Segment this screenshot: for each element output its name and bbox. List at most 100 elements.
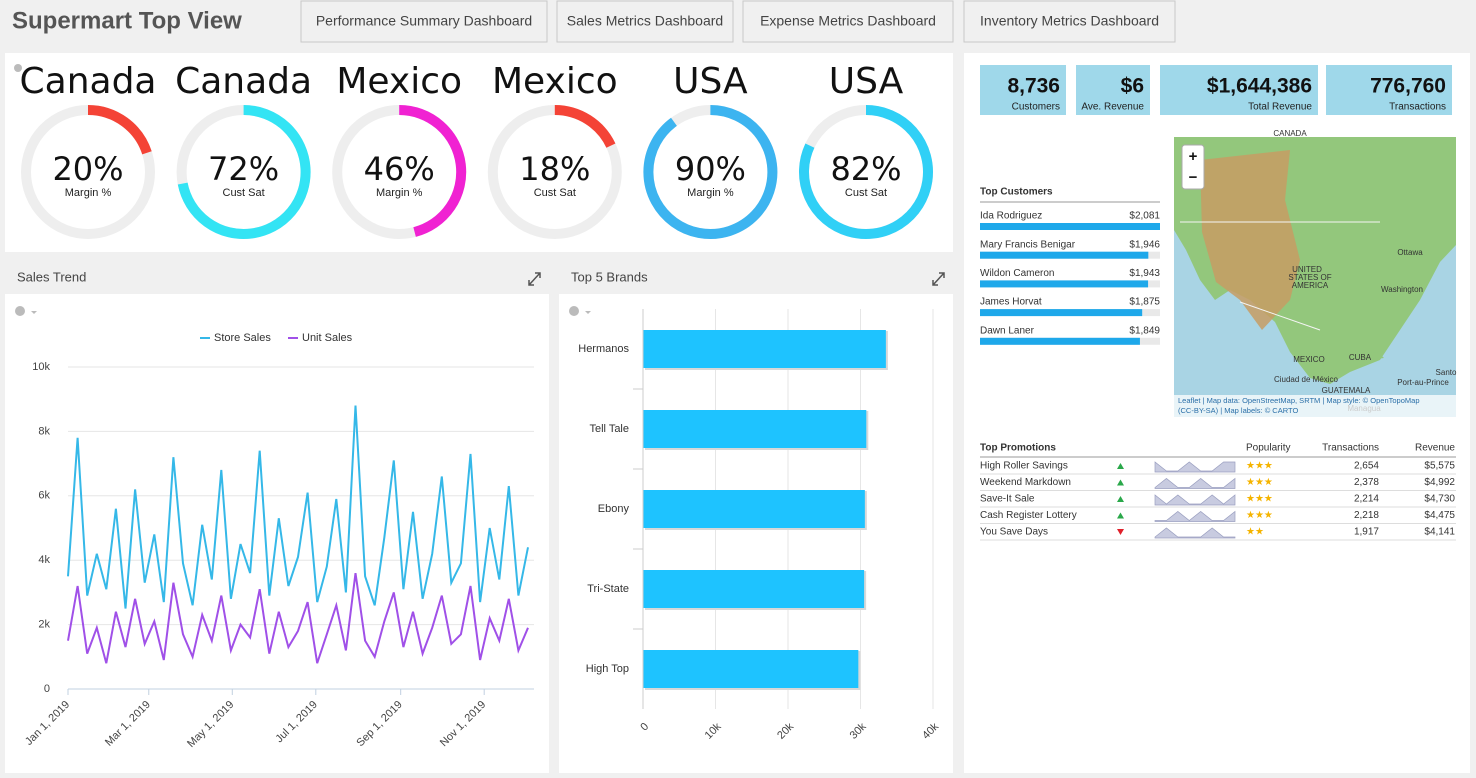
gauge-caption: Margin % xyxy=(376,187,423,199)
bar xyxy=(980,223,1160,230)
map-label: MEXICO xyxy=(1293,355,1325,364)
nav-tab[interactable]: Inventory Metrics Dashboard xyxy=(963,0,1176,43)
kpi-value: $6 xyxy=(1121,75,1144,98)
sparkline xyxy=(1154,477,1236,489)
tab-label[interactable]: Performance Summary Dashboard xyxy=(316,13,532,29)
y-tick-label: Tell Tale xyxy=(589,423,629,435)
sparkline xyxy=(1154,494,1236,506)
settings-icon[interactable] xyxy=(15,306,37,316)
map-label: AMERICA xyxy=(1292,281,1329,290)
promo-transactions: 2,218 xyxy=(1354,510,1379,521)
map-relief xyxy=(1200,150,1300,330)
bar xyxy=(643,410,867,448)
series-line xyxy=(67,572,529,664)
tab-button[interactable] xyxy=(300,0,548,43)
gauge-arc xyxy=(643,105,778,239)
kpi-value: 776,760 xyxy=(1370,75,1446,98)
gauge-title: Canada xyxy=(175,61,312,102)
trend-arrow xyxy=(1117,529,1124,535)
kpi-value: $1,644,386 xyxy=(1207,75,1312,98)
kpi-box xyxy=(980,65,1066,115)
promo-name: Cash Register Lottery xyxy=(980,510,1077,521)
kpi-label: Ave. Revenue xyxy=(1081,102,1144,113)
gauge-value: 46% xyxy=(364,150,435,188)
tab-label[interactable]: Inventory Metrics Dashboard xyxy=(980,13,1159,29)
panel-title: Sales Trend xyxy=(17,269,86,284)
zoom-control[interactable] xyxy=(1181,144,1205,190)
y-tick-label: 10k xyxy=(32,361,50,373)
expand-icon[interactable] xyxy=(932,272,945,286)
customer-amount: $1,875 xyxy=(1129,297,1160,308)
gauge-arc xyxy=(799,105,933,239)
popularity-stars: ★★★ xyxy=(1246,477,1273,488)
customer-name: Dawn Laner xyxy=(980,325,1035,336)
page-title: Supermart Top View xyxy=(12,7,242,34)
expand-icon[interactable] xyxy=(528,272,541,286)
tab-label[interactable]: Sales Metrics Dashboard xyxy=(567,13,723,29)
settings-icon[interactable] xyxy=(569,306,591,316)
map-attribution: Leaflet | Map data: OpenStreetMap, SRTM … xyxy=(1178,396,1420,405)
promo-revenue: $4,475 xyxy=(1424,510,1455,521)
zoom-button[interactable]: + xyxy=(1189,148,1198,165)
map-border xyxy=(1239,301,1321,331)
gauge-value: 18% xyxy=(519,150,590,188)
y-tick-label: Hermanos xyxy=(578,343,629,355)
trend-arrow xyxy=(1117,463,1124,469)
settings-icon[interactable] xyxy=(14,64,22,72)
gauge-title: Canada xyxy=(20,61,157,102)
gauge-arc xyxy=(87,105,152,155)
nav-tab[interactable]: Expense Metrics Dashboard xyxy=(742,0,954,43)
tab-button[interactable] xyxy=(556,0,734,43)
map-land xyxy=(1350,352,1384,362)
customer-amount: $1,849 xyxy=(1129,325,1160,336)
zoom-button[interactable]: − xyxy=(1189,169,1198,186)
tab-label[interactable]: Expense Metrics Dashboard xyxy=(760,13,936,29)
sparkline xyxy=(1154,461,1236,473)
map-label: Ottawa xyxy=(1397,248,1423,257)
tab-button[interactable] xyxy=(742,0,954,43)
bar xyxy=(643,490,865,528)
sparkline xyxy=(1154,510,1236,522)
panel-title: Top 5 Brands xyxy=(571,269,648,284)
map-label: Port-au-Prince xyxy=(1397,378,1449,387)
tab-button[interactable] xyxy=(963,0,1176,43)
gauge-value: 72% xyxy=(208,150,279,188)
gauge-title: USA xyxy=(673,61,748,102)
legend-label: Store Sales xyxy=(214,332,271,344)
gauge-caption: Margin % xyxy=(687,187,734,199)
customer-name: Mary Francis Benigar xyxy=(980,239,1076,250)
gauge-arc xyxy=(399,105,467,237)
map-label: Washington xyxy=(1381,285,1423,294)
nav-tab[interactable]: Performance Summary Dashboard xyxy=(300,0,548,43)
customer-name: Wildon Cameron xyxy=(980,268,1054,279)
bar xyxy=(643,570,865,608)
gauge-panel xyxy=(5,53,953,252)
gauge-caption: Cust Sat xyxy=(223,187,265,199)
y-tick-label: 8k xyxy=(38,425,50,437)
promo-revenue: $4,730 xyxy=(1424,494,1455,505)
bar xyxy=(980,337,1140,345)
promo-transactions: 1,917 xyxy=(1354,527,1379,538)
nav-tab[interactable]: Sales Metrics Dashboard xyxy=(556,0,734,43)
y-tick-label: 2k xyxy=(38,619,50,631)
y-tick-label: Ebony xyxy=(598,503,630,515)
popularity-stars: ★★★ xyxy=(1246,510,1273,521)
map-label: STATES OF xyxy=(1288,273,1331,282)
promo-transactions: 2,654 xyxy=(1354,461,1379,472)
bar xyxy=(980,280,1149,288)
gauge-arc xyxy=(177,105,311,239)
customer-amount: $1,943 xyxy=(1129,268,1160,279)
y-tick-label: 4k xyxy=(38,554,50,566)
trend-arrow xyxy=(1117,512,1124,519)
gauge-arc xyxy=(554,105,616,148)
column-header: Top Promotions xyxy=(980,443,1056,454)
popularity-stars: ★★★ xyxy=(1246,494,1273,505)
promo-revenue: $4,992 xyxy=(1424,477,1455,488)
kpi-box xyxy=(1160,65,1318,115)
gauge-value: 90% xyxy=(675,150,746,188)
popularity-stars: ★★★ xyxy=(1246,461,1273,472)
map-attribution: (CC-BY-SA) | Map labels: © CARTO xyxy=(1178,406,1298,415)
